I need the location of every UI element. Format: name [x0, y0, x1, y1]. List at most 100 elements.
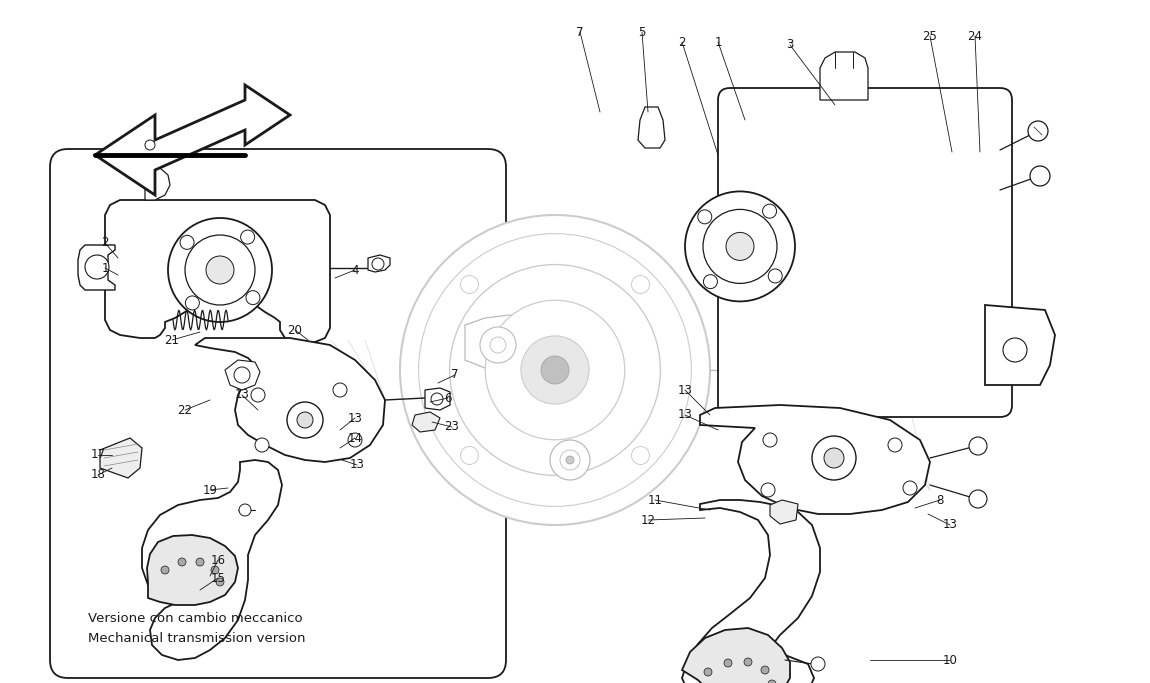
Circle shape	[251, 388, 264, 402]
Text: 7: 7	[576, 25, 584, 38]
Circle shape	[704, 668, 712, 676]
Text: 8: 8	[936, 494, 944, 507]
Text: 13: 13	[677, 408, 692, 421]
Circle shape	[550, 440, 590, 480]
Text: 16: 16	[210, 553, 225, 566]
Text: 1: 1	[714, 36, 722, 48]
Circle shape	[1030, 166, 1050, 186]
Text: 14: 14	[347, 432, 362, 445]
Circle shape	[490, 337, 506, 353]
Circle shape	[888, 438, 902, 452]
Circle shape	[768, 269, 782, 283]
Circle shape	[196, 558, 204, 566]
Text: 2: 2	[101, 236, 109, 249]
Circle shape	[761, 483, 775, 497]
Polygon shape	[638, 107, 665, 148]
Text: 22: 22	[177, 404, 192, 417]
FancyBboxPatch shape	[718, 88, 1012, 417]
Circle shape	[762, 204, 776, 218]
Polygon shape	[986, 305, 1055, 385]
Polygon shape	[770, 500, 798, 524]
Circle shape	[297, 412, 313, 428]
Polygon shape	[196, 338, 385, 462]
Circle shape	[744, 658, 752, 666]
Circle shape	[969, 490, 987, 508]
Polygon shape	[141, 460, 282, 660]
Circle shape	[334, 383, 347, 397]
Circle shape	[460, 447, 478, 464]
Circle shape	[460, 275, 478, 294]
Circle shape	[178, 558, 186, 566]
Circle shape	[969, 437, 987, 455]
Text: 24: 24	[967, 29, 982, 42]
Circle shape	[206, 256, 233, 284]
Text: 10: 10	[943, 654, 958, 667]
Circle shape	[185, 296, 199, 310]
Circle shape	[560, 450, 580, 470]
Circle shape	[566, 456, 574, 464]
Circle shape	[1028, 121, 1048, 141]
Circle shape	[811, 657, 825, 671]
Text: 5: 5	[638, 25, 645, 38]
Circle shape	[825, 448, 844, 468]
Polygon shape	[412, 412, 440, 432]
Text: 21: 21	[164, 333, 179, 346]
Polygon shape	[145, 167, 170, 200]
Text: 25: 25	[922, 29, 937, 42]
Polygon shape	[682, 500, 820, 683]
Polygon shape	[368, 255, 390, 272]
Text: 15: 15	[210, 572, 225, 585]
Circle shape	[181, 236, 194, 249]
Text: 13: 13	[347, 411, 362, 425]
Circle shape	[631, 447, 650, 464]
Text: 13: 13	[677, 383, 692, 397]
Circle shape	[726, 232, 754, 260]
Polygon shape	[225, 360, 260, 390]
Circle shape	[762, 433, 777, 447]
Circle shape	[521, 336, 589, 404]
Circle shape	[400, 215, 710, 525]
Text: 18: 18	[91, 469, 106, 482]
Polygon shape	[147, 535, 238, 605]
Text: 4: 4	[351, 264, 359, 277]
Circle shape	[685, 191, 795, 301]
Polygon shape	[426, 388, 450, 410]
Circle shape	[704, 275, 718, 289]
Text: 2: 2	[678, 36, 685, 48]
Circle shape	[485, 301, 624, 440]
Text: 13: 13	[235, 389, 250, 402]
Polygon shape	[95, 85, 290, 195]
Circle shape	[185, 235, 255, 305]
Circle shape	[145, 140, 155, 150]
Polygon shape	[100, 438, 141, 478]
Text: Versione con cambio meccanico: Versione con cambio meccanico	[89, 611, 302, 624]
Text: 23: 23	[445, 421, 460, 434]
Circle shape	[240, 230, 254, 244]
Circle shape	[631, 275, 650, 294]
Text: 11: 11	[647, 494, 662, 507]
Polygon shape	[682, 628, 790, 683]
Circle shape	[450, 264, 660, 475]
Circle shape	[768, 680, 776, 683]
Circle shape	[1003, 338, 1027, 362]
Circle shape	[698, 210, 712, 224]
Circle shape	[812, 436, 856, 480]
Circle shape	[348, 433, 362, 447]
Text: 13: 13	[943, 518, 958, 531]
Text: 12: 12	[641, 514, 656, 527]
Circle shape	[85, 255, 109, 279]
Circle shape	[255, 438, 269, 452]
Polygon shape	[78, 245, 115, 290]
Circle shape	[161, 566, 169, 574]
Circle shape	[216, 578, 224, 586]
Text: 13: 13	[350, 458, 365, 471]
Text: 3: 3	[787, 38, 793, 51]
Polygon shape	[820, 52, 868, 100]
Text: 6: 6	[444, 391, 452, 404]
Circle shape	[210, 566, 218, 574]
Circle shape	[703, 210, 777, 283]
Circle shape	[724, 659, 733, 667]
Circle shape	[233, 367, 250, 383]
Text: Mechanical transmission version: Mechanical transmission version	[89, 632, 306, 645]
Circle shape	[761, 666, 769, 674]
